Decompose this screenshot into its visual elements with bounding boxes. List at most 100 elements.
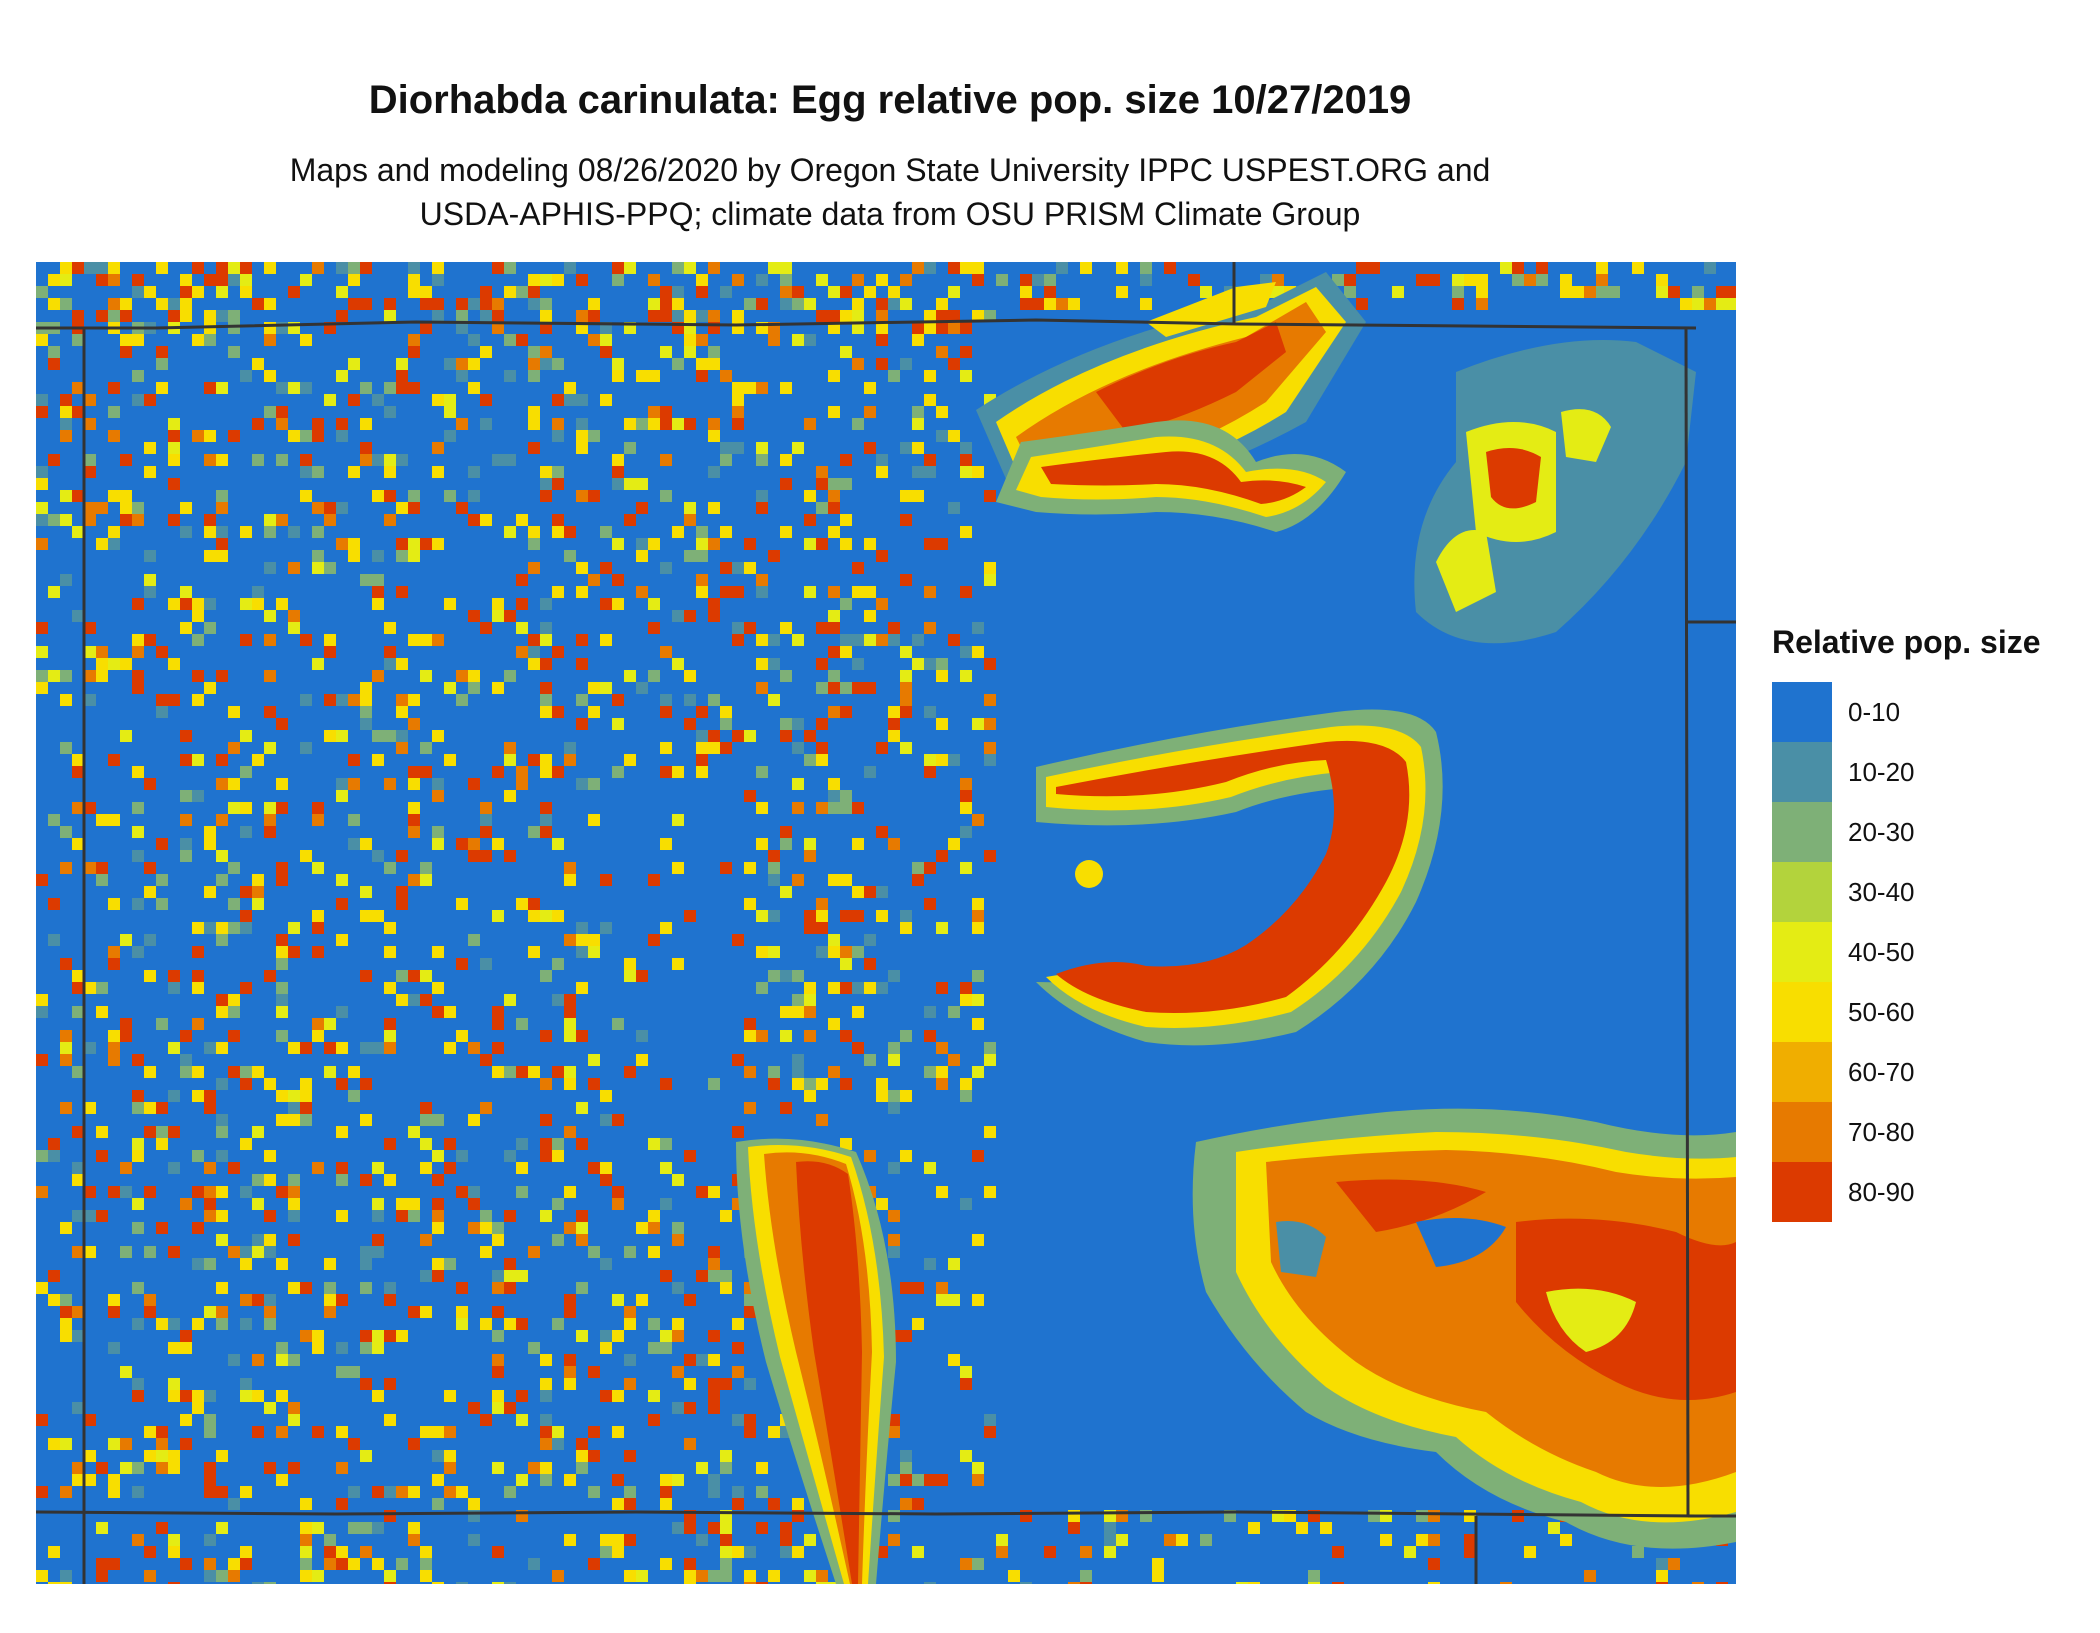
raster-cell (876, 1078, 888, 1090)
raster-cell (72, 982, 84, 994)
raster-cell (816, 754, 828, 766)
raster-cell (528, 1558, 540, 1570)
raster-cell (540, 358, 552, 370)
raster-cell (636, 1222, 648, 1234)
raster-cell (324, 694, 336, 706)
raster-cell (924, 1582, 936, 1584)
raster-cell (156, 1438, 168, 1450)
raster-cell (552, 430, 564, 442)
raster-cell (300, 466, 312, 478)
raster-cell (180, 838, 192, 850)
raster-cell (1080, 1570, 1092, 1582)
raster-cell (660, 742, 672, 754)
raster-cell (864, 586, 876, 598)
raster-cell (336, 502, 348, 514)
raster-cell (348, 1438, 360, 1450)
raster-cell (324, 514, 336, 526)
raster-cell (384, 1570, 396, 1582)
raster-cell (660, 406, 672, 418)
raster-cell (696, 1270, 708, 1282)
raster-cell (132, 514, 144, 526)
raster-cell (972, 898, 984, 910)
raster-cell (804, 1006, 816, 1018)
raster-cell (792, 742, 804, 754)
raster-cell (288, 1282, 300, 1294)
raster-cell (432, 838, 444, 850)
raster-cell (156, 694, 168, 706)
raster-cell (384, 382, 396, 394)
raster-cell (1116, 262, 1128, 274)
raster-cell (420, 1162, 432, 1174)
raster-cell (708, 538, 720, 550)
raster-cell (216, 490, 228, 502)
raster-cell (36, 646, 48, 658)
raster-cell (168, 1246, 180, 1258)
raster-cell (600, 1090, 612, 1102)
raster-cell (1560, 286, 1572, 298)
raster-cell (60, 1306, 72, 1318)
raster-cell (516, 1162, 528, 1174)
raster-cell (840, 478, 852, 490)
raster-cell (372, 1330, 384, 1342)
raster-cell (804, 754, 816, 766)
raster-cell (252, 898, 264, 910)
raster-cell (264, 670, 276, 682)
raster-cell (720, 706, 732, 718)
raster-cell (756, 682, 768, 694)
raster-cell (624, 1246, 636, 1258)
raster-cell (132, 370, 144, 382)
raster-cell (312, 550, 324, 562)
raster-cell (408, 1534, 420, 1546)
raster-cell (156, 838, 168, 850)
raster-cell (336, 874, 348, 886)
raster-cell (504, 370, 516, 382)
raster-cell (372, 1234, 384, 1246)
raster-cell (168, 598, 180, 610)
raster-cell (48, 1150, 60, 1162)
raster-cell (780, 262, 792, 274)
raster-cell (348, 1066, 360, 1078)
legend-swatch (1772, 742, 1832, 802)
raster-cell (312, 658, 324, 670)
raster-cell (108, 1438, 120, 1450)
raster-cell (180, 286, 192, 298)
raster-cell (120, 346, 132, 358)
raster-cell (528, 526, 540, 538)
raster-cell (516, 598, 528, 610)
raster-cell (972, 718, 984, 730)
raster-cell (420, 766, 432, 778)
raster-cell (804, 490, 816, 502)
raster-cell (888, 298, 900, 310)
raster-cell (348, 466, 360, 478)
raster-cell (564, 1354, 576, 1366)
raster-cell (240, 910, 252, 922)
raster-cell (540, 322, 552, 334)
raster-cell (612, 454, 624, 466)
raster-cell (60, 274, 72, 286)
raster-cell (36, 406, 48, 418)
raster-cell (240, 766, 252, 778)
raster-cell (876, 886, 888, 898)
raster-cell (756, 982, 768, 994)
raster-cell (228, 898, 240, 910)
raster-cell (876, 274, 888, 286)
raster-cell (540, 1414, 552, 1426)
raster-cell (144, 466, 156, 478)
raster-cell (600, 1174, 612, 1186)
raster-cell (684, 694, 696, 706)
raster-cell (516, 1414, 528, 1426)
raster-cell (900, 298, 912, 310)
raster-cell (480, 514, 492, 526)
raster-cell (972, 622, 984, 634)
raster-cell (504, 1402, 516, 1414)
raster-cell (168, 1042, 180, 1054)
raster-cell (252, 1390, 264, 1402)
raster-cell (132, 802, 144, 814)
raster-cell (1452, 274, 1464, 286)
raster-cell (672, 1402, 684, 1414)
raster-cell (756, 838, 768, 850)
raster-cell (168, 1342, 180, 1354)
raster-cell (540, 754, 552, 766)
raster-cell (420, 874, 432, 886)
raster-cell (300, 634, 312, 646)
